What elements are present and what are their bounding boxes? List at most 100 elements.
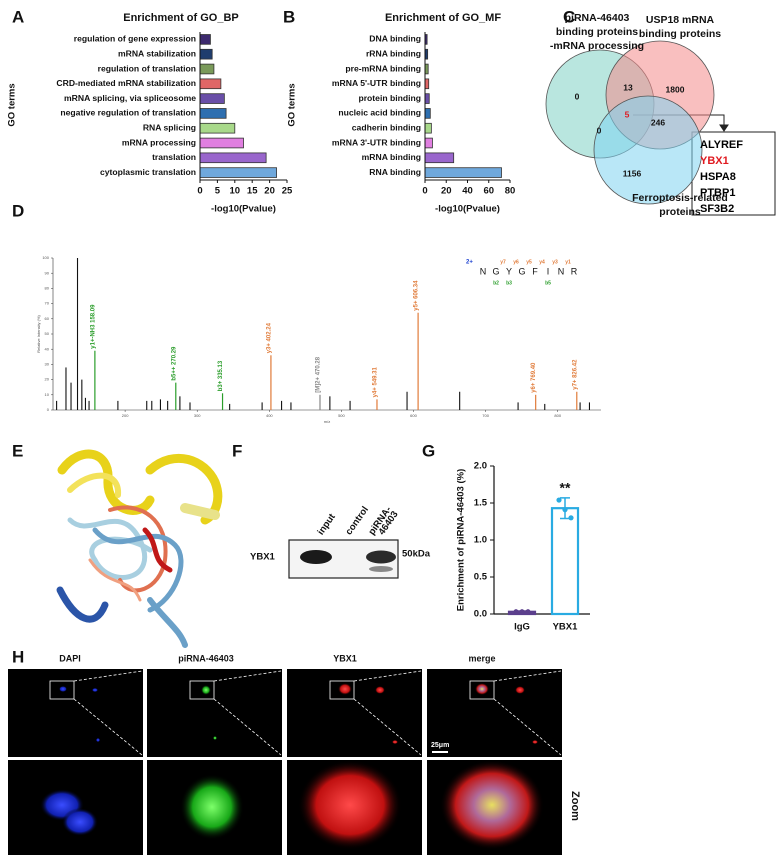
b-ion: b3 — [506, 280, 512, 286]
protein-structure — [56, 449, 223, 648]
category-label: translation — [152, 152, 196, 162]
category-label: regulation of translation — [98, 63, 196, 73]
bar — [424, 137, 433, 149]
venn-label: binding proteins — [639, 28, 721, 40]
category-label: regulation of gene expression — [74, 34, 196, 44]
peak-label: y7+ 826.42 — [572, 359, 578, 390]
peak-label: b3+ 335.13 — [218, 360, 224, 391]
zoom-label: Zoom — [569, 791, 581, 821]
scale-bar-label: 25μm — [431, 742, 449, 749]
bar — [199, 78, 222, 90]
y-ion: y1 — [565, 259, 571, 265]
venn-count: 1800 — [666, 84, 685, 94]
category-label: cytoplasmic translation — [100, 167, 196, 177]
residue: Y — [506, 266, 512, 276]
category-label: protein binding — [358, 93, 421, 103]
x-tick-label: 400 — [266, 413, 273, 418]
channel-label: YBX1 — [333, 653, 357, 663]
bar — [424, 93, 430, 104]
panel-letter: G — [422, 441, 435, 460]
x-tick-label: IgG — [514, 622, 530, 633]
residue: N — [558, 266, 565, 276]
x-tick-label: 60 — [483, 186, 494, 197]
venn-label: -mRNA processing — [550, 40, 644, 52]
category-label: mRNA 5'-UTR binding — [332, 78, 421, 88]
category-label: pre-mRNA binding — [345, 63, 421, 73]
chart-title: Enrichment of GO_BP — [123, 12, 239, 24]
y-axis-title: Relative Intensity (%) — [36, 314, 41, 352]
y-tick-label: 0.5 — [474, 572, 488, 583]
y-axis-title: GO terms — [287, 83, 298, 126]
y-tick-label: 70 — [45, 301, 50, 306]
x-tick-label: 5 — [215, 186, 221, 197]
bar — [199, 167, 277, 178]
bar — [199, 93, 225, 104]
channel-label: merge — [468, 653, 495, 663]
y-tick-label: 30 — [45, 361, 50, 366]
x-tick-label: 40 — [462, 186, 473, 197]
bar — [199, 48, 213, 60]
bar — [199, 34, 211, 45]
panel-letter: F — [232, 441, 242, 460]
gene: YBX1 — [700, 155, 729, 167]
x-axis-title: m/z — [324, 419, 330, 424]
x-tick-label: 80 — [505, 186, 516, 197]
x-tick-label: 10 — [230, 186, 241, 197]
venn-set — [593, 95, 703, 205]
y-tick-label: 50 — [45, 331, 50, 336]
bar — [199, 137, 244, 149]
gene: ALYREF — [700, 139, 743, 151]
x-tick-label: 700 — [482, 413, 489, 418]
chart-title: Enrichment of GO_MF — [385, 12, 501, 24]
residue: F — [532, 266, 538, 276]
x-tick-label: 200 — [122, 413, 129, 418]
significance: ** — [560, 480, 571, 496]
y-axis-title: Enrichment of piRNA-46403 (%) — [456, 469, 467, 612]
gene: PTBP1 — [700, 187, 735, 199]
x-tick-label: 800 — [554, 413, 561, 418]
category-label: RNA splicing — [143, 122, 196, 132]
panel-letter: H — [12, 647, 24, 666]
y-tick-label: 1.5 — [474, 498, 488, 509]
residue: G — [518, 266, 525, 276]
protein-label: YBX1 — [250, 552, 276, 563]
x-tick-label: 20 — [441, 186, 452, 197]
y-tick-label: 0 — [47, 407, 50, 412]
bar — [424, 167, 502, 178]
x-tick-label: 500 — [338, 413, 345, 418]
bar — [199, 108, 227, 119]
category-label: CRD-mediated mRNA stabilization — [56, 78, 196, 88]
category-label: negative regulation of translation — [60, 108, 196, 118]
venn-count: 13 — [623, 82, 633, 92]
peak-label: [M]2+ 470.28 — [316, 356, 322, 393]
peak-label: y3+ 402.24 — [267, 322, 273, 353]
category-label: rRNA binding — [366, 48, 421, 58]
panel-letter: D — [12, 201, 24, 220]
y-axis-title: GO terms — [7, 83, 18, 126]
x-tick-label: 15 — [247, 186, 258, 197]
venn-label: Ferroptosis-related — [632, 192, 728, 204]
gene: SF3B2 — [700, 203, 734, 215]
b-ion: b2 — [493, 280, 499, 286]
y-ion: y6 — [513, 259, 519, 265]
x-tick-label: 0 — [197, 186, 202, 197]
x-tick-label: YBX1 — [553, 622, 579, 633]
x-tick-label: 600 — [410, 413, 417, 418]
data-point — [562, 507, 568, 513]
x-tick-label: 25 — [282, 186, 293, 197]
bar — [199, 63, 215, 75]
y-tick-label: 60 — [45, 316, 50, 321]
panel-letter: C — [563, 7, 575, 26]
bar — [424, 108, 431, 119]
microscopy-images — [8, 669, 562, 855]
y-tick-label: 100 — [42, 255, 49, 260]
y-tick-label: 40 — [45, 346, 50, 351]
category-label: mRNA 3'-UTR binding — [332, 137, 421, 147]
bar — [550, 507, 580, 616]
panel-letter: E — [12, 441, 23, 460]
bar — [199, 122, 236, 134]
category-label: RNA binding — [369, 167, 421, 177]
peak-label: y5+ 606.34 — [414, 280, 420, 311]
